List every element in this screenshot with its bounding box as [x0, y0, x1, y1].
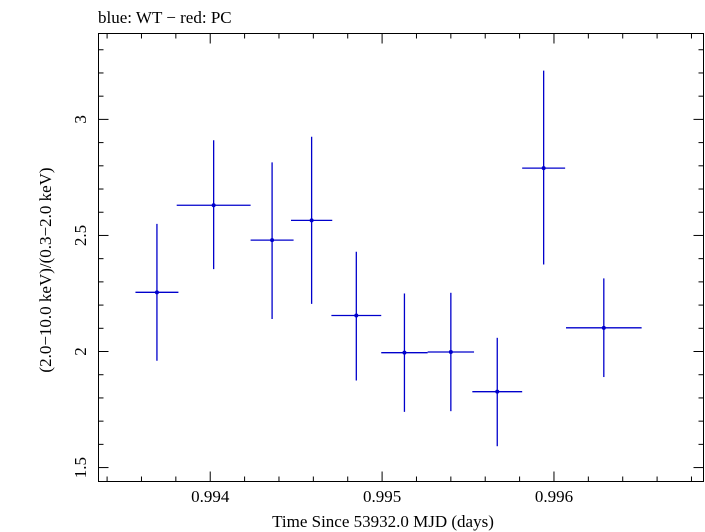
data-point: [211, 203, 216, 208]
data-point-group: [250, 162, 294, 320]
data-point: [495, 389, 500, 394]
data-point: [402, 350, 407, 355]
data-point: [270, 238, 275, 243]
axis-ticks: 0.994 0.995 0.996 1.5 2 2.5 3: [71, 33, 704, 506]
data-point-group: [472, 337, 523, 447]
y-tick-label: 1.5: [71, 457, 90, 478]
data-point: [154, 290, 159, 295]
x-tick-label: 0.994: [191, 487, 230, 506]
data-point: [354, 313, 359, 318]
y-tick-label: 2.5: [71, 225, 90, 246]
data-point-group: [381, 293, 428, 412]
data-series-wt: [135, 70, 642, 447]
data-point: [309, 218, 314, 223]
x-axis-label: Time Since 53932.0 MJD (days): [272, 512, 494, 531]
data-point-group: [566, 278, 642, 378]
y-tick-label: 2: [71, 347, 90, 356]
data-point-group: [135, 223, 179, 361]
data-point: [541, 166, 546, 171]
data-point: [448, 349, 453, 354]
data-point-group: [522, 70, 566, 265]
data-point-group: [427, 292, 475, 412]
y-axis-label: (2.0−10.0 keV)/(0.3−2.0 keV): [36, 167, 55, 372]
data-point: [601, 325, 606, 330]
x-tick-label: 0.995: [363, 487, 401, 506]
data-point-group: [291, 136, 333, 304]
data-point-group: [331, 251, 382, 381]
y-tick-label: 3: [71, 115, 90, 124]
chart-title: blue: WT − red: PC: [98, 8, 232, 27]
data-point-group: [176, 140, 251, 270]
x-tick-label: 0.996: [535, 487, 573, 506]
plot-frame: [98, 33, 704, 482]
